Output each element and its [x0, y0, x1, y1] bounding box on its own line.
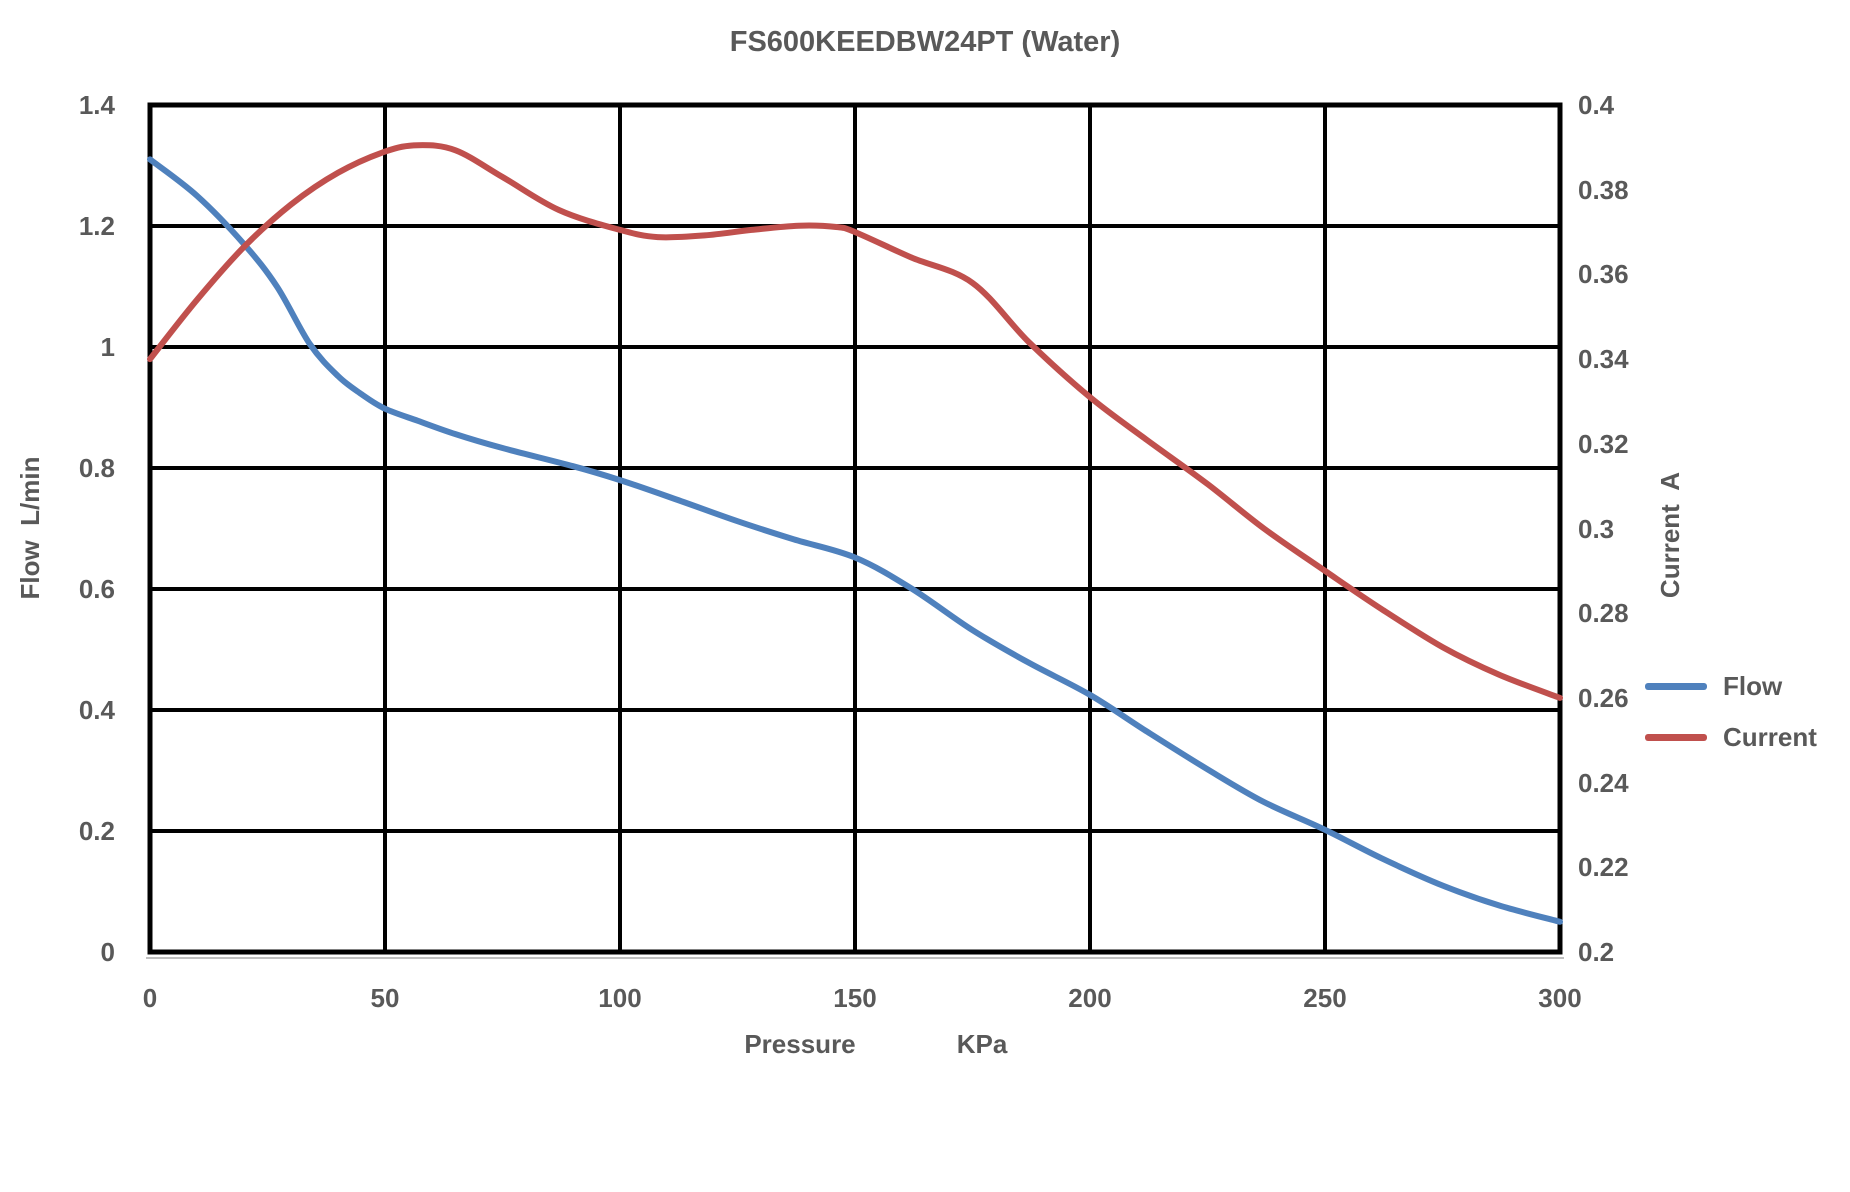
x-tick-1: 50: [370, 983, 400, 1013]
y-right-tick-8: 0.24: [1578, 768, 1629, 798]
x-tick-2: 100: [598, 983, 642, 1013]
y-right-tick-1: 0.38: [1578, 175, 1629, 205]
y-right-tick-5: 0.3: [1578, 514, 1615, 544]
legend-item-current: Current: [1645, 719, 1817, 755]
flow-line: [147, 156, 1563, 925]
y-left-axis-title: Flow L/min: [15, 456, 45, 600]
y-right-tick-7: 0.26: [1578, 683, 1629, 713]
y-right-tick-6: 0.28: [1578, 598, 1629, 628]
flow-line-swatch: [1645, 682, 1707, 690]
y-left-tick-1: 1.2: [78, 211, 115, 241]
x-axis-title: Pressure: [744, 1029, 856, 1059]
y-left-tick-4: 0.6: [78, 574, 115, 604]
y-left-tick-7: 0: [100, 937, 115, 967]
y-right-tick-9: 0.22: [1578, 852, 1629, 882]
y-right-tick-3: 0.34: [1578, 344, 1629, 374]
y-right-tick-2: 0.36: [1578, 259, 1629, 289]
x-axis-unit: KPa: [956, 1029, 1008, 1059]
x-tick-6: 300: [1538, 983, 1582, 1013]
x-tick-3: 150: [833, 983, 877, 1013]
y-right-axis-title: Current A: [1655, 471, 1685, 599]
x-tick-0: 0: [142, 983, 158, 1013]
y-left-tick-6: 0.2: [78, 816, 115, 846]
y-right-tick-10: 0.2: [1578, 937, 1615, 967]
current-line-swatch: [1645, 733, 1707, 741]
y-left-tick-2: 1: [100, 332, 115, 362]
legend-label-current: Current: [1723, 722, 1817, 752]
chart-title: FS600KEEDBW24PT (Water): [729, 26, 1121, 58]
legend-label-flow: Flow: [1723, 671, 1783, 701]
y-left-tick-5: 0.4: [78, 695, 115, 725]
x-tick-4: 200: [1068, 983, 1112, 1013]
y-left-tick-0: 1.4: [78, 90, 115, 120]
y-right-tick-4: 0.32: [1578, 429, 1629, 459]
y-right-tick-0: 0.4: [1578, 90, 1615, 120]
y-left-tick-3: 0.8: [78, 453, 115, 483]
x-tick-5: 250: [1303, 983, 1347, 1013]
plot-border: [147, 102, 1563, 955]
legend-item-flow: Flow: [1645, 668, 1817, 704]
current-line: [147, 142, 1563, 701]
legend: Flow Current: [1645, 668, 1817, 770]
